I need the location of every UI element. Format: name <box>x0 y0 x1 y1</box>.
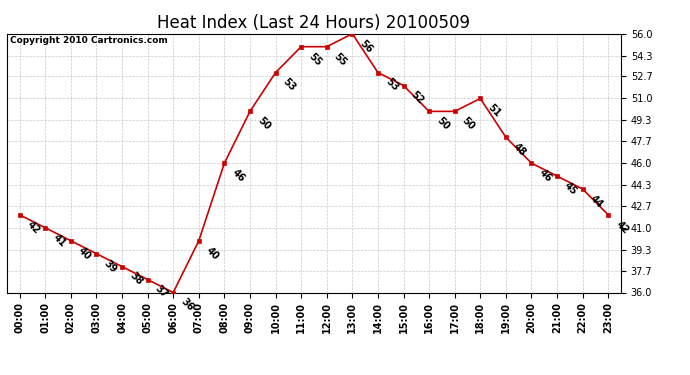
Text: 38: 38 <box>128 271 144 288</box>
Text: 53: 53 <box>384 77 400 93</box>
Text: 51: 51 <box>486 103 502 119</box>
Text: 50: 50 <box>435 116 451 132</box>
Text: 42: 42 <box>26 219 42 236</box>
Text: 53: 53 <box>281 77 298 93</box>
Text: 40: 40 <box>77 245 93 261</box>
Text: 56: 56 <box>358 38 375 54</box>
Text: 46: 46 <box>537 167 553 184</box>
Text: 52: 52 <box>409 90 426 106</box>
Text: Copyright 2010 Cartronics.com: Copyright 2010 Cartronics.com <box>10 36 168 45</box>
Text: 50: 50 <box>255 116 272 132</box>
Title: Heat Index (Last 24 Hours) 20100509: Heat Index (Last 24 Hours) 20100509 <box>157 14 471 32</box>
Text: 36: 36 <box>179 297 195 313</box>
Text: 42: 42 <box>614 219 631 236</box>
Text: 41: 41 <box>51 232 68 249</box>
Text: 50: 50 <box>460 116 477 132</box>
Text: 48: 48 <box>511 141 528 158</box>
Text: 37: 37 <box>153 284 170 300</box>
Text: 39: 39 <box>102 258 119 274</box>
Text: 46: 46 <box>230 167 246 184</box>
Text: 44: 44 <box>588 193 605 210</box>
Text: 55: 55 <box>307 51 324 68</box>
Text: 55: 55 <box>333 51 349 68</box>
Text: 40: 40 <box>204 245 221 261</box>
Text: 45: 45 <box>562 180 579 197</box>
